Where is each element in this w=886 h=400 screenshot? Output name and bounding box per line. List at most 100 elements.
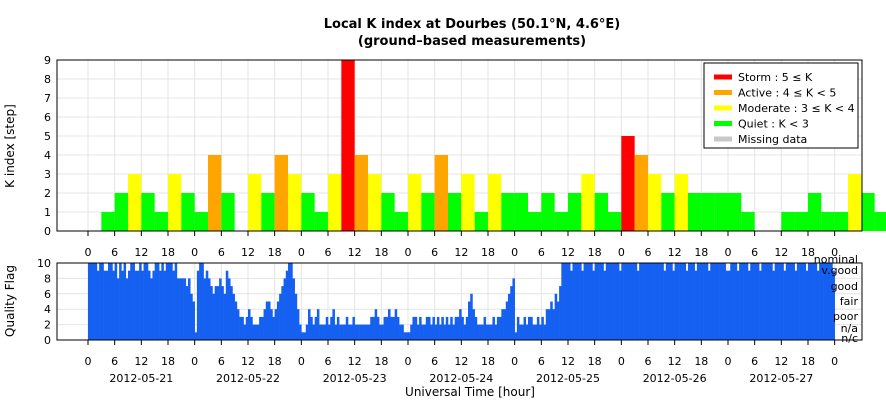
k-bar — [554, 212, 568, 231]
q-bar — [245, 316, 249, 340]
k-xtick-label: 12 — [348, 246, 362, 259]
q-bar — [701, 263, 704, 340]
q-bar — [654, 263, 658, 340]
q-bar — [170, 263, 173, 340]
q-bar — [699, 263, 702, 340]
k-bar — [861, 193, 875, 231]
q-bar — [679, 263, 682, 340]
q-bar — [483, 316, 487, 340]
q-bar — [399, 324, 402, 340]
k-xtick-label: 0 — [404, 246, 411, 259]
q-bar — [121, 270, 124, 340]
k-ytick-label: 0 — [44, 225, 51, 238]
q-bar — [792, 263, 795, 340]
date-label: 2012-05-22 — [216, 372, 280, 385]
q-bar — [514, 332, 518, 340]
q-bar — [436, 316, 440, 340]
q-bar — [150, 278, 153, 340]
q-bar — [410, 324, 413, 340]
q-xtick-label: 0 — [831, 355, 838, 368]
k-bar — [794, 212, 808, 231]
q-bar — [614, 263, 618, 340]
q-bar — [519, 324, 522, 340]
q-bar — [214, 286, 218, 340]
q-bar — [196, 270, 200, 340]
q-bar — [183, 278, 187, 340]
k-bar — [581, 174, 595, 231]
q-bar — [347, 324, 351, 340]
q-bar — [474, 316, 478, 340]
q-level-label: n/a — [841, 322, 858, 335]
date-label: 2012-05-27 — [749, 372, 813, 385]
q-bar — [256, 324, 260, 340]
q-bar — [776, 263, 780, 340]
k-bar — [167, 174, 182, 231]
q-bar — [756, 263, 760, 340]
q-bar — [574, 263, 578, 340]
q-bar — [554, 293, 558, 340]
q-bar — [359, 324, 362, 340]
q-ytick-label: 8 — [44, 272, 51, 285]
k-xtick-label: 6 — [324, 246, 331, 259]
q-bar — [832, 270, 835, 340]
q-bar — [423, 324, 427, 340]
legend-label: Active : 4 ≤ K < 5 — [738, 87, 836, 100]
q-bar — [667, 263, 671, 340]
q-bar — [490, 324, 493, 340]
k-xtick-label: 12 — [454, 246, 468, 259]
k-bar — [287, 174, 302, 231]
q-bar — [350, 324, 353, 340]
q-bar — [352, 316, 355, 340]
q-bar — [236, 309, 240, 340]
q-xtick-label: 12 — [561, 355, 575, 368]
q-bar — [243, 324, 247, 340]
q-bar — [334, 324, 338, 340]
q-bar — [530, 316, 533, 340]
k-ytick-label: 9 — [44, 54, 51, 67]
quality-flag-axis-label: Quality Flag — [3, 265, 17, 337]
q-bar — [165, 263, 169, 340]
q-bar — [156, 263, 160, 340]
q-bar — [259, 316, 262, 340]
q-bar — [405, 332, 409, 340]
q-bar — [376, 316, 380, 340]
k-xtick-label: 6 — [431, 246, 438, 259]
q-bar — [441, 316, 444, 340]
q-bar — [345, 316, 349, 340]
q-bar — [163, 270, 167, 340]
q-bar — [696, 263, 700, 340]
q-level-label: fair — [840, 295, 859, 308]
q-bar — [672, 270, 675, 340]
q-bar — [556, 301, 560, 340]
k-xtick-label: 12 — [774, 246, 788, 259]
q-bar — [463, 324, 467, 340]
q-bar — [487, 324, 491, 340]
q-bar — [743, 263, 747, 340]
k-xtick-label: 0 — [191, 246, 198, 259]
q-bar — [719, 263, 722, 340]
k-bar — [247, 174, 262, 231]
q-bar — [479, 324, 482, 340]
q-ytick-label: 10 — [37, 257, 51, 270]
q-bar — [576, 263, 580, 340]
k-xtick-label: 18 — [694, 246, 708, 259]
q-bar — [692, 263, 695, 340]
q-bar — [461, 316, 464, 340]
k-xtick-label: 0 — [618, 246, 625, 259]
q-xtick-label: 0 — [724, 355, 731, 368]
q-bar — [430, 324, 433, 340]
k-bar — [821, 212, 835, 231]
q-bar — [656, 263, 660, 340]
q-bar — [476, 324, 480, 340]
q-xtick-label: 12 — [454, 355, 468, 368]
q-bar — [774, 263, 778, 340]
q-bar — [685, 270, 689, 340]
q-bar — [354, 324, 358, 340]
q-bar — [503, 309, 507, 340]
q-bar — [521, 324, 524, 340]
q-bar — [296, 309, 300, 340]
q-bar — [316, 309, 320, 340]
q-bar — [494, 324, 498, 340]
k-bar — [314, 212, 328, 231]
k-bar — [207, 155, 222, 231]
